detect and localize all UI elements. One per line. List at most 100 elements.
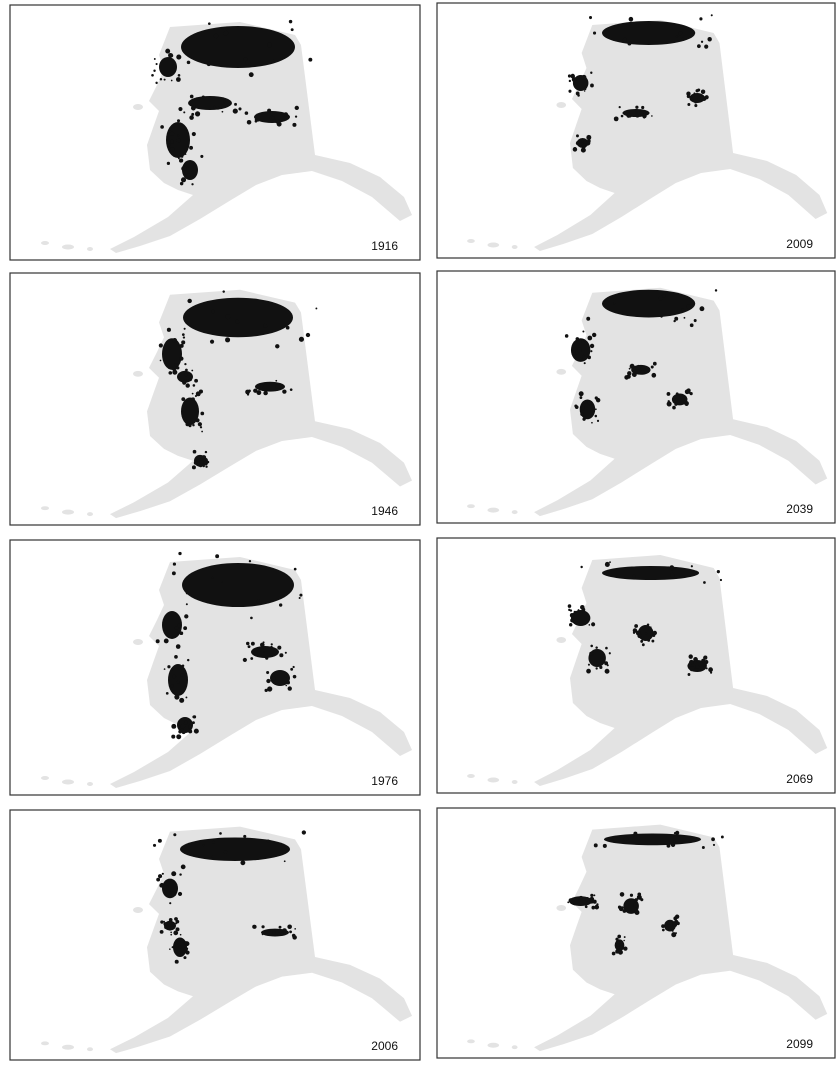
speck bbox=[267, 840, 270, 843]
speck bbox=[637, 634, 641, 639]
speck bbox=[593, 31, 596, 34]
speck bbox=[568, 604, 572, 608]
patch bbox=[181, 26, 295, 68]
speck bbox=[263, 641, 265, 643]
map-panel: 1946 bbox=[10, 273, 420, 525]
speck bbox=[235, 320, 239, 324]
speck bbox=[615, 938, 618, 941]
speck bbox=[194, 379, 198, 383]
map-panel: 2039 bbox=[437, 271, 835, 523]
speck bbox=[641, 370, 645, 374]
speck bbox=[701, 89, 705, 94]
speck bbox=[151, 74, 154, 77]
map-grid: 19161946197620062009203920692099 bbox=[0, 0, 836, 1065]
speck bbox=[184, 721, 188, 725]
patch bbox=[180, 837, 290, 861]
speck bbox=[205, 466, 207, 468]
year-label: 1946 bbox=[371, 504, 398, 518]
speck bbox=[169, 948, 171, 950]
speck bbox=[193, 384, 196, 387]
speck bbox=[214, 34, 219, 39]
speck bbox=[604, 661, 608, 665]
speck bbox=[181, 166, 186, 171]
speck bbox=[308, 58, 312, 62]
speck bbox=[195, 395, 197, 397]
speck bbox=[279, 653, 283, 657]
speck bbox=[173, 562, 176, 565]
speck bbox=[224, 100, 226, 102]
speck bbox=[565, 334, 569, 338]
speck bbox=[620, 906, 623, 909]
speck bbox=[223, 31, 228, 36]
speck bbox=[181, 177, 186, 182]
speck bbox=[619, 106, 621, 108]
speck bbox=[586, 317, 590, 321]
speck bbox=[163, 921, 165, 923]
speck bbox=[187, 299, 191, 303]
speck bbox=[191, 370, 193, 372]
speck bbox=[705, 95, 709, 99]
speck bbox=[187, 166, 189, 168]
speck bbox=[695, 665, 699, 669]
speck bbox=[222, 111, 224, 113]
speck bbox=[590, 344, 594, 348]
speck bbox=[246, 642, 249, 645]
speck bbox=[662, 929, 665, 932]
speck bbox=[276, 384, 281, 389]
speck bbox=[181, 673, 185, 677]
speck bbox=[238, 107, 241, 110]
speck bbox=[622, 947, 624, 949]
speck bbox=[634, 624, 638, 628]
speck bbox=[600, 657, 602, 659]
patch bbox=[168, 664, 188, 696]
speck bbox=[612, 952, 616, 956]
speck bbox=[635, 106, 638, 109]
speck bbox=[284, 860, 286, 862]
speck bbox=[295, 106, 299, 110]
speck bbox=[188, 729, 192, 733]
speck bbox=[590, 894, 593, 897]
speck bbox=[617, 935, 621, 939]
speck bbox=[199, 464, 202, 467]
speck bbox=[185, 950, 189, 954]
speck bbox=[651, 640, 654, 643]
speck bbox=[634, 910, 639, 915]
speck bbox=[681, 308, 684, 311]
speck bbox=[177, 942, 179, 944]
speck bbox=[202, 96, 205, 99]
speck bbox=[186, 383, 190, 387]
speck bbox=[665, 927, 669, 931]
speck bbox=[651, 366, 654, 369]
speck bbox=[679, 577, 681, 579]
speck bbox=[193, 450, 197, 454]
speck bbox=[192, 465, 196, 469]
speck bbox=[174, 694, 179, 699]
speck bbox=[186, 591, 190, 595]
speck bbox=[256, 599, 261, 604]
speck bbox=[299, 337, 304, 342]
speck bbox=[179, 357, 183, 361]
speck bbox=[260, 385, 263, 388]
speck bbox=[584, 90, 586, 92]
speck bbox=[593, 894, 595, 896]
speck bbox=[250, 657, 253, 660]
speck bbox=[184, 379, 187, 382]
speck bbox=[179, 945, 182, 948]
speck bbox=[162, 873, 164, 875]
speck bbox=[294, 928, 296, 930]
speck bbox=[626, 113, 631, 118]
speck bbox=[667, 844, 671, 848]
speck bbox=[171, 684, 174, 687]
speck bbox=[569, 623, 572, 627]
speck bbox=[175, 960, 179, 964]
speck bbox=[171, 724, 176, 729]
speck bbox=[670, 573, 674, 578]
speck bbox=[248, 390, 251, 393]
speck bbox=[697, 44, 701, 48]
speck bbox=[160, 125, 164, 129]
speck bbox=[267, 686, 272, 691]
speck bbox=[177, 134, 179, 136]
speck bbox=[629, 17, 634, 22]
speck bbox=[711, 14, 713, 16]
speck bbox=[271, 116, 274, 119]
